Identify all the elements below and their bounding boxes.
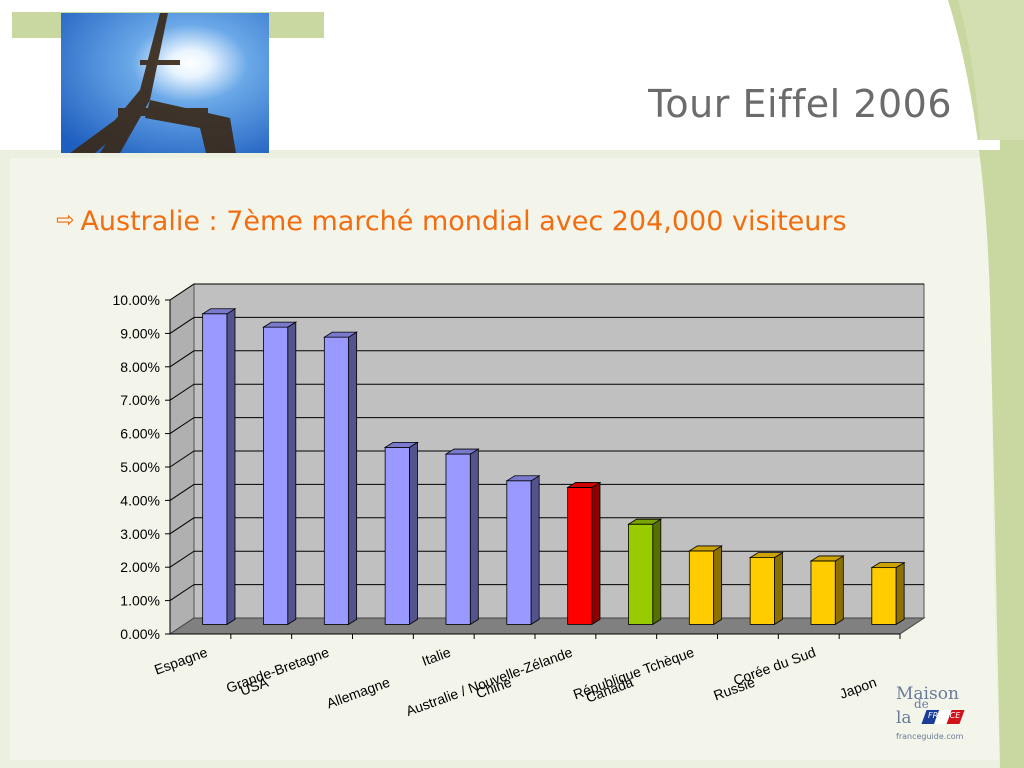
bar-10 [810, 560, 836, 625]
logo-url: franceguide.com [896, 732, 964, 741]
bar-top-0 [201, 308, 237, 315]
outline-right-arrow-icon: ⇨ [56, 208, 75, 233]
x-category-label: Espagne [152, 644, 210, 678]
bar-top-7 [627, 518, 663, 525]
y-tick-label: 7.00% [120, 392, 160, 408]
bar-top-9 [748, 552, 784, 558]
bar-top-1 [262, 321, 298, 328]
x-category-label: Allemagne [324, 674, 392, 712]
bar-5 [506, 480, 532, 625]
bar-7 [628, 523, 654, 625]
bar-side-6 [591, 481, 601, 626]
logo-word-de: de [914, 697, 929, 711]
gridline [169, 383, 924, 401]
bar-side-8 [713, 545, 723, 626]
bar-side-11 [895, 561, 905, 626]
y-tick-label: 1.00% [120, 593, 160, 609]
y-tick-label: 10.00% [113, 292, 160, 308]
bar-2 [323, 336, 350, 625]
bar-side-1 [287, 321, 297, 626]
bar-3 [384, 446, 410, 625]
y-tick-label: 5.00% [120, 459, 160, 475]
subtitle-text: Australie : 7ème marché mondial avec 204… [80, 206, 847, 237]
bar-side-10 [834, 555, 844, 626]
bar-8 [688, 550, 715, 625]
gridline [169, 417, 924, 435]
y-tick-label: 0.00% [120, 626, 160, 642]
logo-flag-text: FRANCE [928, 711, 961, 720]
bar-side-4 [469, 448, 479, 626]
gridline [169, 584, 924, 602]
bar-top-4 [444, 448, 480, 455]
slide-title: Tour Eiffel 2006 [648, 82, 952, 126]
slide-subtitle: ⇨ Australie : 7ème marché mondial avec 20… [56, 206, 847, 237]
bar-side-9 [774, 551, 783, 626]
bar-4 [445, 453, 471, 625]
bar-top-5 [505, 475, 541, 482]
y-tick-label: 8.00% [120, 359, 160, 375]
bar-side-7 [652, 518, 662, 626]
bar-11 [871, 567, 897, 625]
bar-side-3 [409, 441, 418, 626]
y-tick-label: 9.00% [120, 325, 160, 341]
logo-word-la: la [896, 708, 912, 728]
logo-word-maison: Maison [896, 684, 959, 704]
gridline [169, 283, 924, 301]
y-tick-label: 6.00% [120, 426, 160, 442]
gridline [169, 517, 924, 535]
gridline [169, 483, 924, 501]
bar-0 [202, 313, 228, 625]
y-tick-label: 4.00% [120, 492, 160, 508]
bar-top-3 [383, 441, 419, 448]
bar-6 [567, 487, 593, 625]
bar-9 [749, 557, 775, 625]
x-category-label: Italie [420, 644, 453, 669]
gridline [169, 350, 924, 368]
bar-side-0 [226, 308, 236, 626]
bar-1 [263, 326, 289, 625]
gridline [169, 316, 924, 334]
gridline [169, 550, 924, 568]
y-tick-label: 3.00% [120, 526, 160, 542]
bar-side-2 [348, 331, 358, 626]
x-category-label: Japon [837, 674, 878, 702]
x-category-label: Grande-Bretagne [224, 644, 331, 696]
bar-top-11 [870, 562, 906, 569]
y-tick-label: 2.00% [120, 559, 160, 575]
maison-de-la-france-logo: Maison de la FRANCE franceguide.com [888, 684, 978, 748]
bar-top-8 [687, 545, 724, 552]
bar-side-5 [530, 475, 540, 626]
x-category-label: République Tchèque [571, 644, 696, 703]
bar-top-6 [566, 482, 602, 488]
x-category-label: Corée du Sud [731, 644, 818, 689]
bar-top-10 [809, 555, 845, 562]
bar-top-2 [322, 331, 359, 338]
gridline [169, 450, 924, 468]
